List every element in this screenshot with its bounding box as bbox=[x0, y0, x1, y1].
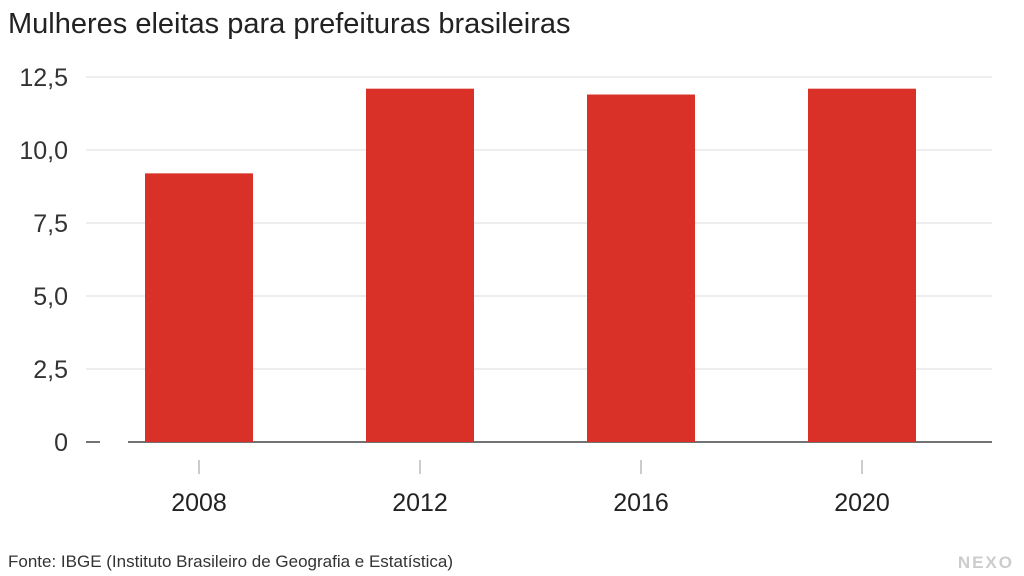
bar-2016 bbox=[587, 94, 695, 443]
y-tick-label: 0 bbox=[54, 429, 68, 457]
y-tick-label: 7,5 bbox=[33, 210, 68, 238]
y-axis: 0 2,5 5,0 7,5 10,0 12,5 bbox=[19, 64, 68, 457]
y-tick-label: 2,5 bbox=[33, 356, 68, 384]
nexo-logo: NEXO bbox=[957, 553, 1014, 572]
bar-2012 bbox=[366, 88, 474, 443]
y-tick-label: 10,0 bbox=[19, 137, 68, 165]
bars bbox=[145, 88, 916, 443]
y-tick-label: 5,0 bbox=[33, 283, 68, 311]
x-tick-label: 2016 bbox=[613, 489, 669, 517]
chart-title: Mulheres eleitas para prefeituras brasil… bbox=[8, 8, 571, 40]
bar-chart: 0 2,5 5,0 7,5 10,0 12,5 2008 2012 2016 2020 bbox=[19, 64, 992, 517]
bar-2008 bbox=[145, 173, 253, 443]
x-tick-label: 2020 bbox=[834, 489, 890, 517]
bar-2020 bbox=[808, 88, 916, 443]
x-tick-label: 2012 bbox=[392, 489, 448, 517]
x-axis: 2008 2012 2016 2020 bbox=[171, 460, 890, 517]
y-tick-label: 12,5 bbox=[19, 64, 68, 92]
x-tick-label: 2008 bbox=[171, 489, 227, 517]
source-note: Fonte: IBGE (Instituto Brasileiro de Geo… bbox=[8, 552, 454, 571]
